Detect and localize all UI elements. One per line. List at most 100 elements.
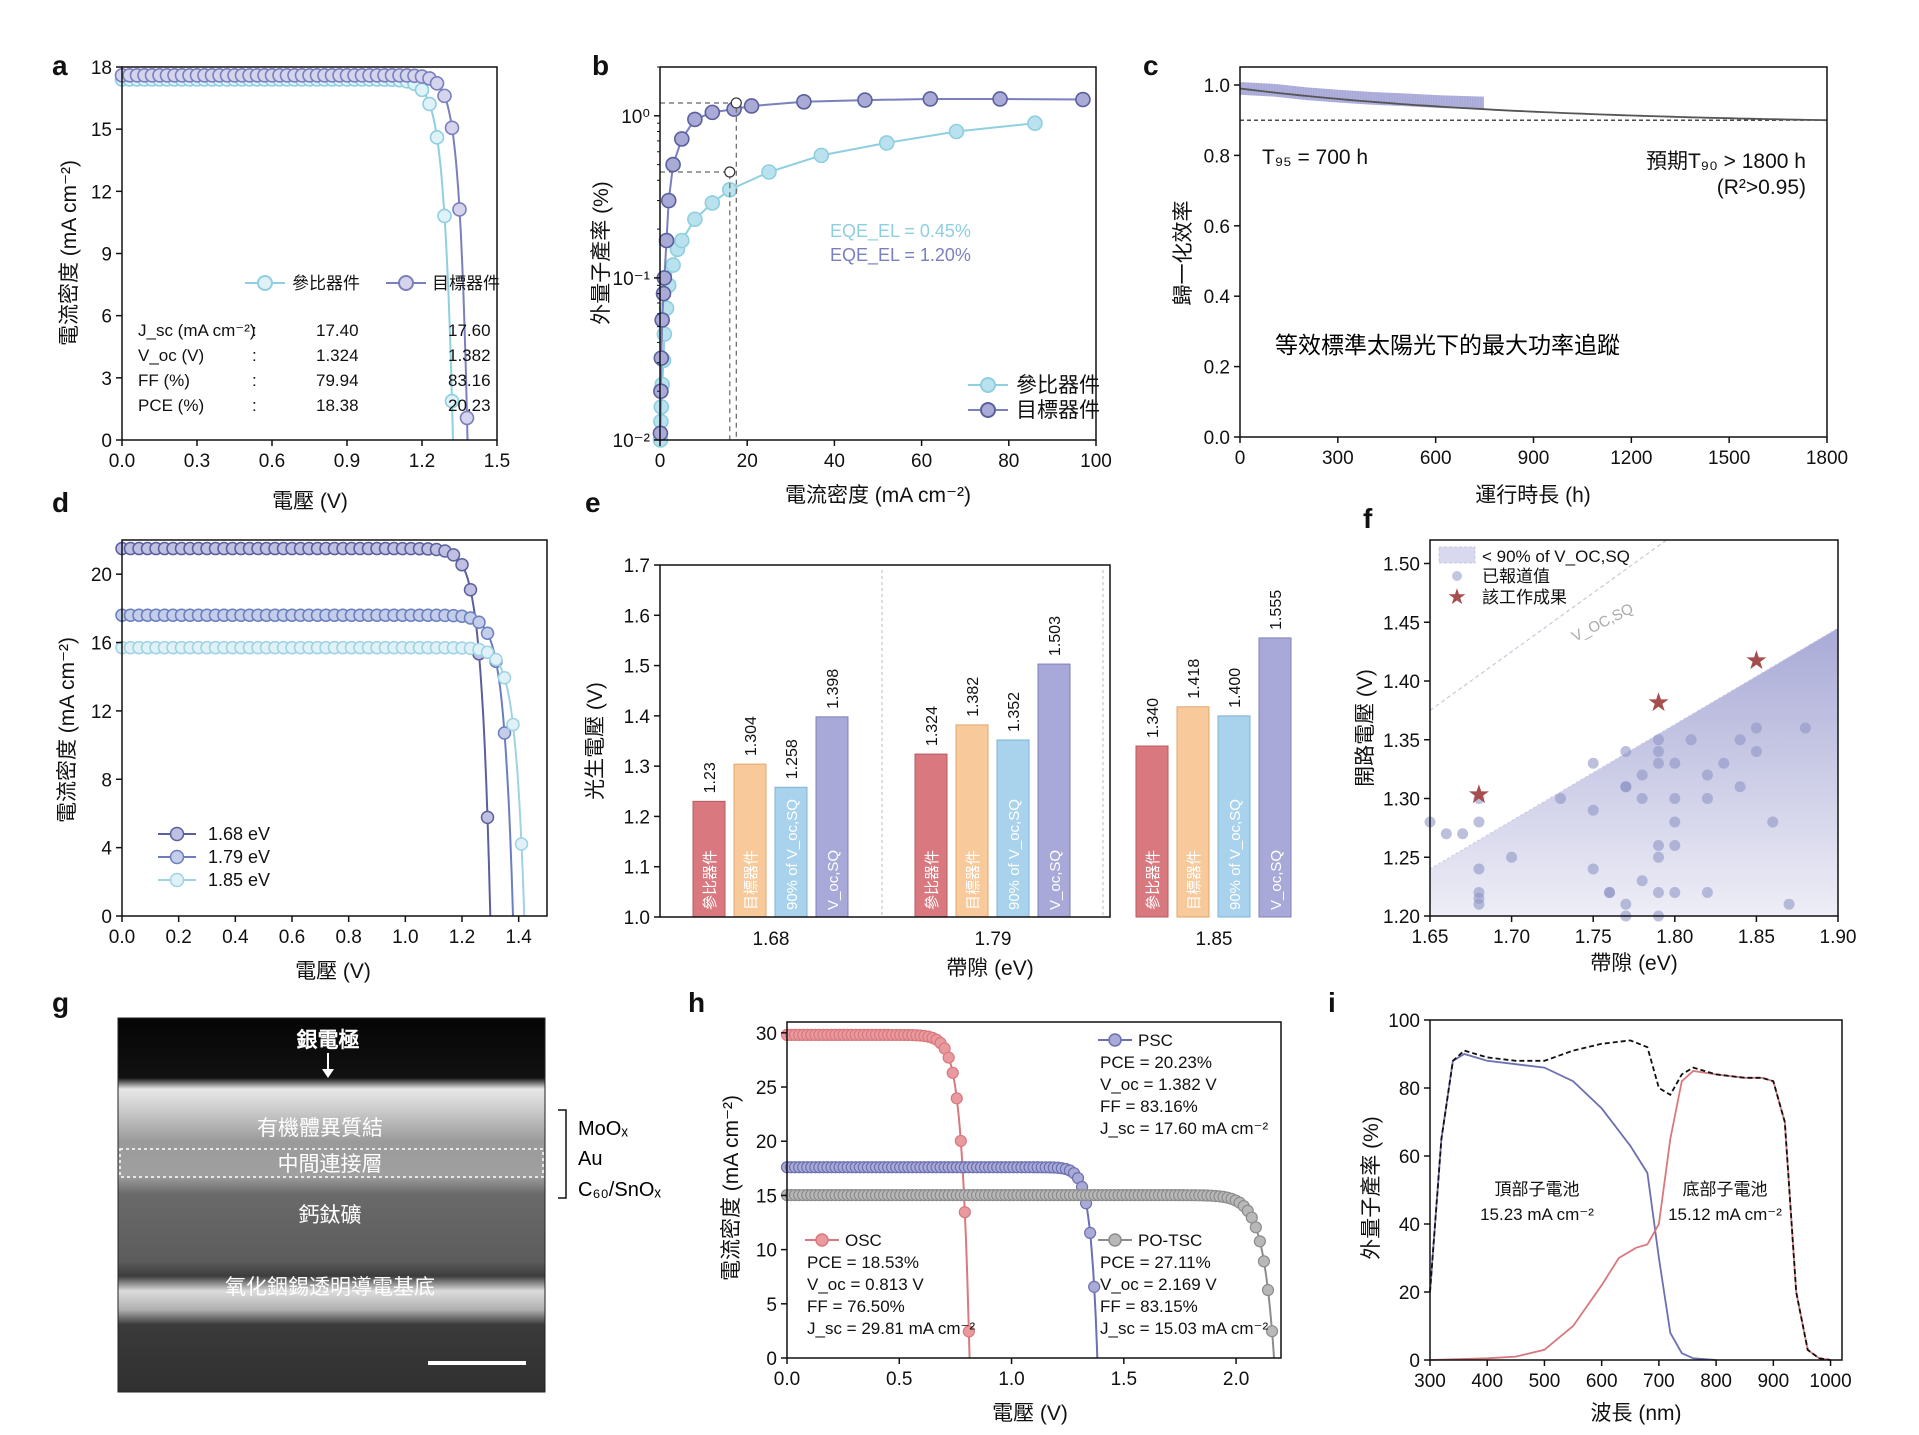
bar-value-label: 1.258	[784, 739, 801, 779]
stability-band	[1367, 91, 1372, 105]
y-tick-label: 8	[101, 770, 112, 791]
stability-band	[1446, 95, 1451, 109]
t90-annotation: 預期T₉₀ > 1800 h	[1646, 150, 1806, 173]
eqe-marker-ref	[761, 164, 777, 180]
bar-series-label: 參比器件	[702, 850, 719, 910]
stability-band	[1459, 95, 1464, 109]
stability-band	[1318, 88, 1323, 102]
mppt-annotation: 等效標準太陽光下的最大功率追蹤	[1275, 332, 1620, 358]
y-tick-label: 60	[1399, 1147, 1420, 1168]
ylabel-e: 光生電壓 (V)	[584, 682, 607, 800]
x-tick-label: 300	[1414, 1371, 1446, 1392]
panel-i: 300 400 500 600 700 800 900 1000 0 20 40 60 80 100 波長…	[1360, 1011, 1852, 1425]
x-tick-label: 80	[998, 451, 1019, 472]
stability-band	[1414, 94, 1419, 107]
param-text-psc: FF = 83.16%	[1100, 1097, 1198, 1116]
y-tick-label: 10	[756, 1241, 777, 1262]
stability-band	[1271, 83, 1276, 97]
y-tick-label: 12	[91, 702, 112, 723]
stability-band	[1386, 92, 1391, 106]
x-tick-label: 0.6	[259, 451, 285, 472]
eqe-curve-top	[1429, 1053, 1717, 1361]
reported-point	[1669, 887, 1681, 898]
stability-band	[1266, 83, 1271, 97]
param-table-a: J_sc (mA cm⁻²) V_oc (V) FF (%) PCE (%) :…	[138, 321, 491, 415]
legend-label-psc: PSC	[1138, 1031, 1173, 1050]
stability-band	[1320, 88, 1325, 102]
panel-h: 0.0 0.5 1.0 1.5 2.0 0 5 10 15 20 25 30 電壓 (V) 電流密度 …	[720, 1021, 1282, 1425]
stability-band	[1422, 94, 1427, 108]
stability-band	[1391, 92, 1396, 106]
eqe-marker-target	[665, 156, 681, 173]
x-tick-label: 40	[824, 451, 845, 472]
reported-point	[1457, 828, 1469, 840]
jv-marker	[480, 810, 495, 825]
jv-marker-target	[459, 410, 475, 426]
this-work-star: ★	[1647, 687, 1670, 717]
x-tick-label: 1.68	[753, 929, 790, 950]
stability-band	[1315, 88, 1320, 101]
ylabel-i: 外量子產率 (%)	[1360, 1116, 1383, 1260]
legend-marker	[169, 872, 185, 888]
bar-value-label: 1.382	[965, 677, 982, 717]
eqe-marker-target	[704, 104, 721, 121]
table-sep: :	[252, 346, 257, 365]
stability-band	[1472, 96, 1477, 110]
sem-scale-bar	[428, 1361, 526, 1365]
bar-value-label: 1.340	[1145, 698, 1162, 738]
panel-b: 0 20 40 60 80 100 10⁻² 10⁻¹ 10⁰ 電流密度 (mA cm⁻²) 外…	[590, 66, 1112, 507]
stability-band	[1425, 94, 1430, 108]
y-tick-label: 15	[91, 120, 112, 141]
reported-point	[1701, 769, 1713, 781]
param-text-tsc: V_oc = 2.169 V	[1100, 1275, 1217, 1294]
jv-marker-target	[444, 120, 460, 136]
y-tick-label: 100	[1388, 1011, 1420, 1032]
xlabel-e: 帶隙 (eV)	[946, 957, 1034, 980]
jv-marker-OSC	[942, 1051, 955, 1064]
sem-layer-perovskite: 鈣鈦礦	[299, 1204, 362, 1227]
x-tick-label: 900	[1518, 448, 1550, 469]
stability-band	[1420, 94, 1425, 108]
jv-marker	[514, 837, 529, 851]
stability-band	[1370, 92, 1375, 105]
stability-band	[1365, 91, 1370, 105]
y-tick-label: 0.4	[1204, 287, 1231, 308]
reported-point	[1636, 793, 1648, 804]
param-text-osc: PCE = 18.53%	[807, 1253, 919, 1272]
stability-band	[1341, 90, 1346, 103]
ylabel-h: 電流密度 (mA cm⁻²)	[720, 1095, 743, 1281]
x-tick-label: 500	[1529, 1371, 1561, 1392]
panel-d: 0.0 0.2 0.4 0.6 0.8 1.0 1.2 1.4 0 4 8 12 16 20 電壓 (V)…	[56, 539, 548, 983]
eqe-marker-target	[687, 111, 703, 128]
y-tick-label: 10⁰	[621, 107, 650, 128]
reported-point	[1620, 746, 1632, 757]
sem-interconnect-box	[119, 1148, 544, 1178]
bar-1	[1176, 706, 1210, 918]
stability-band	[1255, 83, 1260, 96]
eqe-marker-target	[660, 192, 677, 209]
axes-frame-d	[121, 539, 548, 917]
jv-marker-OSC	[958, 1206, 971, 1219]
jv-marker-ref	[414, 82, 430, 98]
bar-series-label: 目標器件	[965, 850, 982, 910]
y-tick-label: 10⁻¹	[613, 269, 651, 290]
bar-3	[815, 716, 849, 918]
stability-band	[1253, 82, 1258, 96]
stability-band	[1380, 92, 1385, 106]
jv-marker-OSC	[962, 1325, 975, 1338]
r2-annotation: (R²>0.95)	[1717, 176, 1806, 199]
y-tick-label: 40	[1399, 1215, 1420, 1236]
sem-bracket	[558, 1109, 567, 1199]
stability-band	[1393, 93, 1398, 106]
xlabel-h: 電壓 (V)	[992, 1402, 1068, 1425]
reported-point	[1506, 851, 1518, 863]
bar-series-label: 90% of V_oc,SQ	[1006, 799, 1023, 910]
stability-band	[1297, 86, 1302, 100]
eqe-marker-target	[653, 350, 670, 366]
legend-label: 1.85 eV	[208, 870, 270, 890]
table-target-value: 17.60	[448, 321, 491, 340]
x-tick-label: 0.0	[109, 927, 135, 948]
jv-marker	[489, 652, 503, 667]
bar-2	[774, 786, 808, 918]
